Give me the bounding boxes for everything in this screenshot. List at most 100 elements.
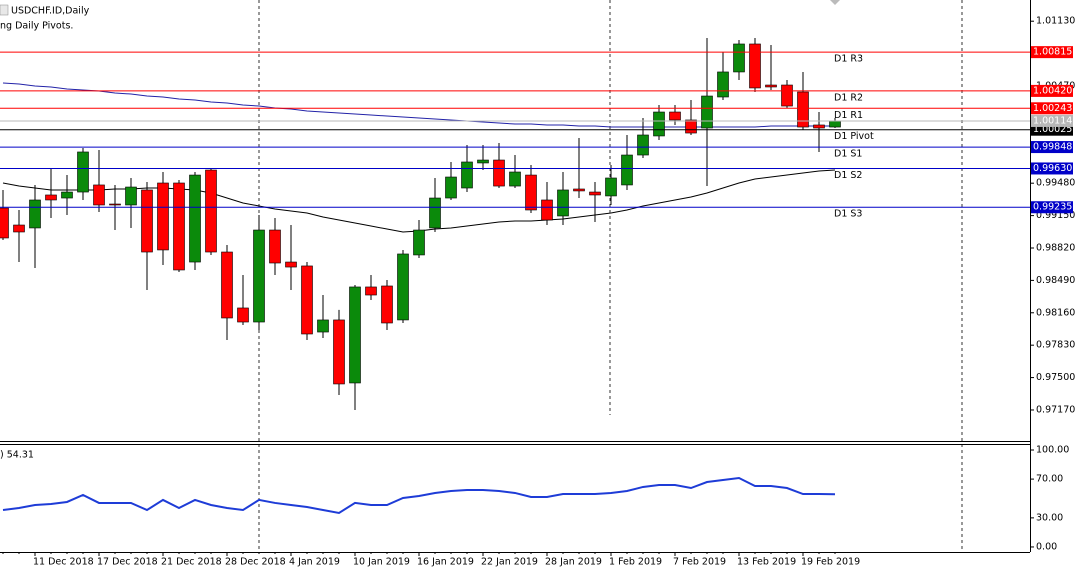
- candle-body: [477, 159, 489, 164]
- y-tick-label: 0.98490: [1036, 275, 1075, 286]
- price-tag: [1031, 84, 1073, 97]
- symbol-icon: [0, 4, 9, 16]
- candle-body: [829, 120, 841, 128]
- indicator-name: ng Daily Pivots.: [0, 21, 73, 32]
- candle-body: [445, 176, 457, 199]
- x-tick-label: 1 Feb 2019: [609, 557, 662, 568]
- candle-body: [765, 84, 777, 88]
- candle-body: [733, 43, 745, 73]
- candle-body: [605, 177, 617, 197]
- price-tag-label: 0.99848: [1033, 142, 1072, 153]
- price-tag-label: 1.00025: [1033, 124, 1072, 135]
- candle-body: [573, 188, 585, 192]
- candle-body: [621, 154, 633, 186]
- candle-body: [173, 182, 185, 271]
- price-tag: [1031, 162, 1073, 175]
- pivot-name: D1 R2: [834, 92, 863, 103]
- candle-body: [429, 197, 441, 229]
- price-tag: [1031, 46, 1073, 59]
- candle-body: [0, 207, 9, 239]
- candle-body: [541, 199, 553, 221]
- candle-body: [205, 169, 217, 253]
- candle-body: [685, 119, 697, 134]
- candle-body: [781, 84, 793, 107]
- candle-body: [525, 174, 537, 211]
- price-tag-label: 0.99630: [1033, 163, 1072, 174]
- candle-body: [77, 151, 89, 193]
- candle-body: [237, 307, 249, 323]
- x-tick-label: 21 Dec 2018: [161, 557, 222, 568]
- y-tick-label: 0.97170: [1036, 404, 1075, 415]
- candle-body: [637, 134, 649, 156]
- candle-body: [29, 199, 41, 229]
- candle-body: [749, 43, 761, 89]
- candle-body: [189, 174, 201, 263]
- y-tick-label: 0.99480: [1036, 178, 1075, 189]
- candle-body: [45, 194, 57, 201]
- shift-marker: [830, 0, 840, 5]
- x-tick-label: 28 Jan 2019: [545, 557, 602, 568]
- candle-body: [701, 95, 713, 129]
- rsi-line: [2, 476, 836, 514]
- y-tick-label: 0.00: [1036, 541, 1057, 552]
- price-tag: [1031, 141, 1073, 154]
- candle-body: [813, 124, 825, 129]
- candle-body: [557, 189, 569, 217]
- price-tag-label: 0.99235: [1033, 202, 1072, 213]
- candle-body: [717, 71, 729, 98]
- pivot-name: D1 S3: [834, 209, 862, 220]
- price-tag-label: 1.00815: [1033, 47, 1072, 58]
- candle-body: [333, 319, 345, 385]
- y-tick-label: 0.97500: [1036, 372, 1075, 383]
- candle-body: [509, 171, 521, 187]
- candle-body: [301, 265, 313, 335]
- pivot-name: D1 Pivot: [834, 131, 874, 142]
- candle-body: [493, 159, 505, 187]
- price-tag: [1031, 102, 1073, 115]
- pivot-name: D1 R3: [834, 54, 863, 65]
- x-tick-label: 7 Feb 2019: [673, 557, 726, 568]
- y-tick-label: 30.00: [1036, 512, 1063, 523]
- rsi-label: ) 54.31: [0, 450, 34, 461]
- candle-body: [317, 319, 329, 333]
- x-tick-label: 19 Feb 2019: [801, 557, 860, 568]
- pivot-name: D1 S1: [834, 149, 862, 160]
- candle-body: [349, 286, 361, 384]
- candle-body: [653, 111, 665, 137]
- x-tick-label: 28 Dec 2018: [225, 557, 286, 568]
- pivot-name: D1 S2: [834, 170, 862, 181]
- x-tick-label: 10 Jan 2019: [353, 557, 410, 568]
- candle-body: [381, 285, 393, 324]
- candle-body: [589, 191, 601, 196]
- x-tick-label: 11 Dec 2018: [33, 557, 94, 568]
- last-price-tag: [1031, 114, 1073, 127]
- y-tick-label: 0.99150: [1036, 210, 1075, 221]
- candle-body: [141, 189, 153, 253]
- y-tick-label: 0.97830: [1036, 340, 1075, 351]
- candle-body: [669, 111, 681, 121]
- x-tick-label: 22 Jan 2019: [481, 557, 538, 568]
- y-tick-label: 100.00: [1036, 445, 1069, 456]
- price-tag-label: 1.00420: [1033, 85, 1072, 96]
- y-tick-label: 0.98820: [1036, 242, 1075, 253]
- candle-body: [125, 186, 137, 206]
- y-tick-label: 70.00: [1036, 474, 1063, 485]
- x-tick-label: 13 Feb 2019: [737, 557, 796, 568]
- y-tick-label: 0.98160: [1036, 307, 1075, 318]
- y-tick-label: 1.01130: [1036, 16, 1075, 27]
- candle-body: [365, 286, 377, 296]
- candle-body: [253, 229, 265, 323]
- candle-body: [413, 229, 425, 256]
- candle-body: [221, 251, 233, 319]
- candle-body: [157, 182, 169, 251]
- candle-body: [285, 261, 297, 268]
- candle-body: [461, 161, 473, 189]
- candle-body: [109, 203, 121, 206]
- x-tick-label: 17 Dec 2018: [97, 557, 158, 568]
- candle-body: [61, 191, 73, 199]
- candle-body: [13, 224, 25, 233]
- candle-body: [93, 184, 105, 206]
- candle-body: [797, 91, 809, 128]
